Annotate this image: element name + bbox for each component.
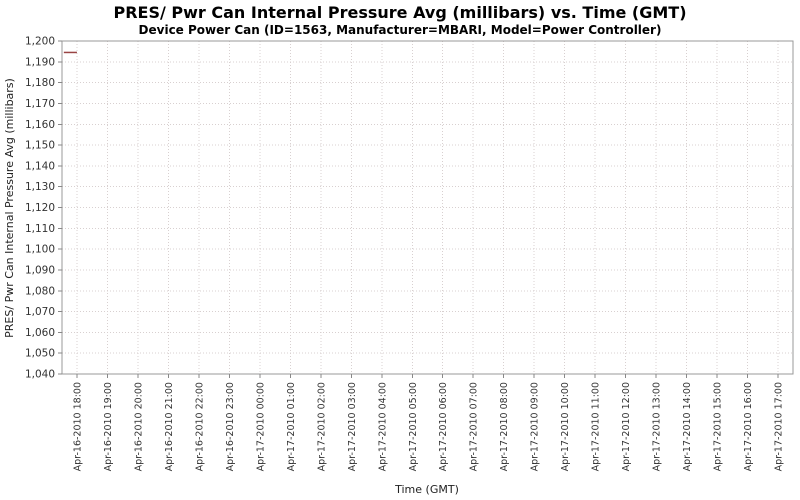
x-tick-label: Apr-17-2010 07:00 (469, 382, 480, 471)
x-tick-label: Apr-17-2010 14:00 (682, 382, 693, 471)
y-tick-label: 1,190 (25, 56, 55, 68)
x-tick-label: Apr-16-2010 20:00 (133, 382, 144, 471)
y-tick-label: 1,070 (25, 306, 55, 318)
y-tick-label: 1,160 (25, 119, 55, 131)
x-tick-label: Apr-17-2010 17:00 (774, 382, 785, 471)
x-tick-label: Apr-17-2010 15:00 (713, 382, 724, 471)
y-tick-label: 1,130 (25, 181, 55, 193)
y-tick-label: 1,180 (25, 77, 55, 89)
x-tick-label: Apr-17-2010 04:00 (377, 382, 388, 471)
y-axis-label: PRES/ Pwr Can Internal Pressure Avg (mil… (3, 78, 16, 338)
x-tick-label: Apr-17-2010 02:00 (316, 382, 327, 471)
x-tick-label: Apr-17-2010 08:00 (499, 382, 510, 471)
chart-title: PRES/ Pwr Can Internal Pressure Avg (mil… (113, 3, 687, 22)
x-tick-label: Apr-17-2010 00:00 (255, 382, 266, 471)
y-tick-label: 1,080 (25, 285, 55, 297)
y-tick-label: 1,170 (25, 98, 55, 110)
y-tick-label: 1,120 (25, 202, 55, 214)
chart-subtitle: Device Power Can (ID=1563, Manufacturer=… (138, 23, 662, 37)
y-tick-label: 1,110 (25, 223, 55, 235)
x-tick-label: Apr-17-2010 03:00 (347, 382, 358, 471)
x-tick-label: Apr-17-2010 13:00 (652, 382, 663, 471)
x-tick-label: Apr-17-2010 05:00 (408, 382, 419, 471)
y-tick-label: 1,040 (25, 369, 55, 381)
x-tick-label: Apr-17-2010 16:00 (743, 382, 754, 471)
y-tick-label: 1,150 (25, 140, 55, 152)
y-tick-label: 1,060 (25, 327, 55, 339)
y-tick-label: 1,050 (25, 348, 55, 360)
y-tick-label: 1,140 (25, 160, 55, 172)
x-tick-label: Apr-16-2010 21:00 (164, 382, 175, 471)
x-tick-label: Apr-16-2010 22:00 (194, 382, 205, 471)
x-tick-label: Apr-17-2010 01:00 (286, 382, 297, 471)
y-tick-label: 1,100 (25, 244, 55, 256)
x-tick-label: Apr-17-2010 06:00 (438, 382, 449, 471)
x-tick-label: Apr-16-2010 18:00 (72, 382, 83, 471)
x-tick-label: Apr-16-2010 19:00 (103, 382, 114, 471)
x-tick-label: Apr-16-2010 23:00 (225, 382, 236, 471)
x-tick-label: Apr-17-2010 09:00 (530, 382, 541, 471)
y-tick-label: 1,090 (25, 264, 55, 276)
plot-content: 1,040 1,050 1,060 1,070 1,080 1,090 1,100 1,110… (25, 36, 794, 471)
x-tick-label: Apr-17-2010 12:00 (621, 382, 632, 471)
y-tick-label: 1,200 (25, 36, 55, 48)
x-axis-label: Time (GMT) (394, 483, 459, 496)
x-tick-label: Apr-17-2010 10:00 (560, 382, 571, 471)
x-tick-label: Apr-17-2010 11:00 (591, 382, 602, 471)
